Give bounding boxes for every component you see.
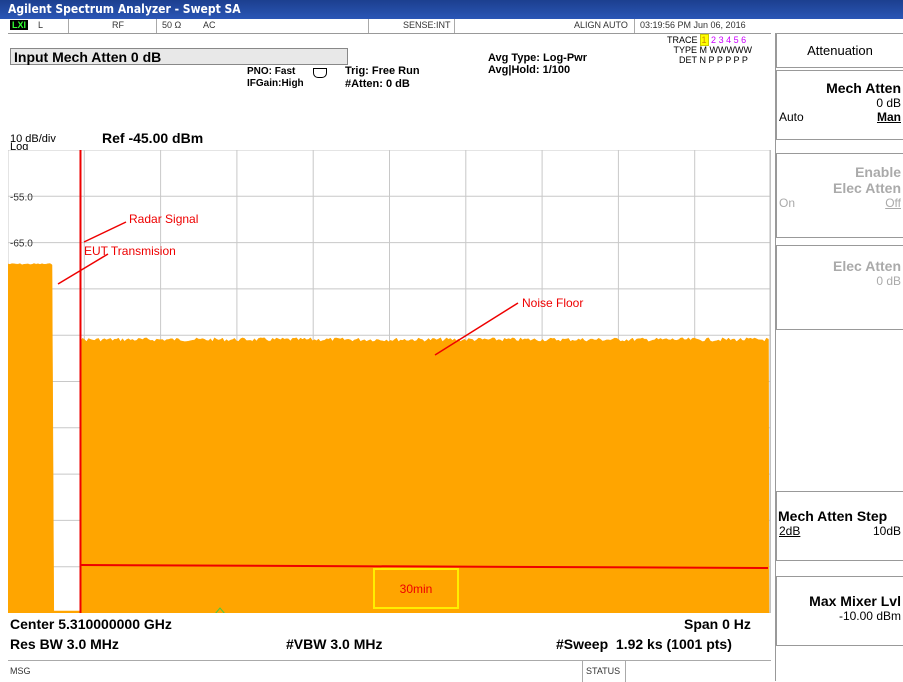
sweep-mode-icon (313, 68, 327, 78)
duration-label: 30min (400, 582, 433, 596)
active-function-title[interactable]: Input Mech Atten 0 dB (10, 48, 348, 65)
softkey-max-mixer-lvl[interactable]: Max Mixer Lvl -10.00 dBm (776, 576, 903, 646)
sweep-time[interactable]: #Sweep 1.92 ks (1001 pts) (556, 636, 732, 652)
sense-indicator: SENSE:INT (403, 20, 451, 30)
trig-label: Trig: Free Run (345, 65, 420, 77)
measurement-info: Input Mech Atten 0 dB PNO: Fast IFGain:H… (8, 33, 771, 146)
footer-info: Center 5.310000000 GHz Res BW 3.0 MHz #V… (8, 613, 771, 657)
eut-arrow-line (57, 253, 109, 285)
noise-arrow-line (434, 302, 519, 356)
noise-floor-label: Noise Floor (522, 296, 583, 310)
duration-box (373, 568, 459, 609)
rf-indicator: RF (112, 20, 124, 30)
avg-hold-label: Avg|Hold: 1/100 (488, 64, 571, 76)
radar-arrow-line (83, 221, 127, 243)
center-caret-icon (214, 607, 226, 615)
align-indicator: ALIGN AUTO (574, 20, 628, 30)
window-title: Agilent Spectrum Analyzer - Swept SA (8, 2, 241, 16)
ref-level-label: Ref -45.00 dBm (102, 130, 204, 146)
l-indicator: L (38, 20, 44, 30)
atten-label: #Atten: 0 dB (345, 78, 410, 90)
avg-type-label: Avg Type: Log-Pwr (488, 52, 587, 64)
eut-transmission-label: EUT Transmision (84, 244, 176, 258)
status-label: STATUS (586, 666, 621, 676)
annotations: Radar Signal EUT Transmision Noise Floor 30… (57, 150, 769, 615)
radar-signal-label: Radar Signal (129, 212, 198, 226)
center-frequency[interactable]: Center 5.310000000 GHz (10, 616, 172, 632)
span[interactable]: Span 0 Hz (684, 616, 751, 632)
softkey-elec-atten[interactable]: Elec Atten 0 dB (776, 245, 903, 330)
y-tick-label: -65.0 (10, 239, 33, 250)
message-bar: MSG STATUS (8, 660, 771, 682)
msg-label: MSG (10, 666, 31, 676)
softkey-enable-elec-atten[interactable]: Enable Elec Atten On Off (776, 153, 903, 238)
coupling-indicator: AC (203, 20, 216, 30)
trace-indicator-box: TRACE 1 2 3 4 5 6 TYPE M WWWWW DET N P P… (667, 34, 752, 65)
lxi-indicator: LXI (10, 20, 29, 30)
res-bw[interactable]: Res BW 3.0 MHz (10, 636, 119, 652)
softkey-panel: Attenuation Mech Atten 0 dB Auto Man Enab… (775, 33, 903, 681)
window-title-bar: Agilent Spectrum Analyzer - Swept SA (0, 0, 903, 19)
y-tick-label: -55.0 (10, 192, 33, 203)
menu-title: Attenuation (776, 33, 903, 68)
vbw[interactable]: #VBW 3.0 MHz (286, 636, 383, 652)
plot-area[interactable]: -55.0-65.0-75.0-85.0-95.0-105-115-125-13… (7, 149, 772, 615)
status-row: LXI L RF 50 Ω AC SENSE:INT ALIGN AUTO 03… (8, 19, 771, 34)
ifgain-label: IFGain:High (247, 78, 304, 89)
spectrum-plot: -55.0-65.0-75.0-85.0-95.0-105-115-125-13… (7, 149, 772, 615)
pno-label: PNO: Fast (247, 66, 296, 77)
softkey-mech-atten-step[interactable]: Mech Atten Step 2dB 10dB (776, 491, 903, 561)
impedance-indicator: 50 Ω (162, 20, 182, 30)
duration-line (80, 564, 769, 569)
softkey-mech-atten[interactable]: Mech Atten 0 dB Auto Man (776, 70, 903, 140)
scale-label: 10 dB/div (10, 133, 56, 145)
datetime: 03:19:56 PM Jun 06, 2016 (640, 20, 746, 30)
trace-1 (7, 263, 770, 614)
